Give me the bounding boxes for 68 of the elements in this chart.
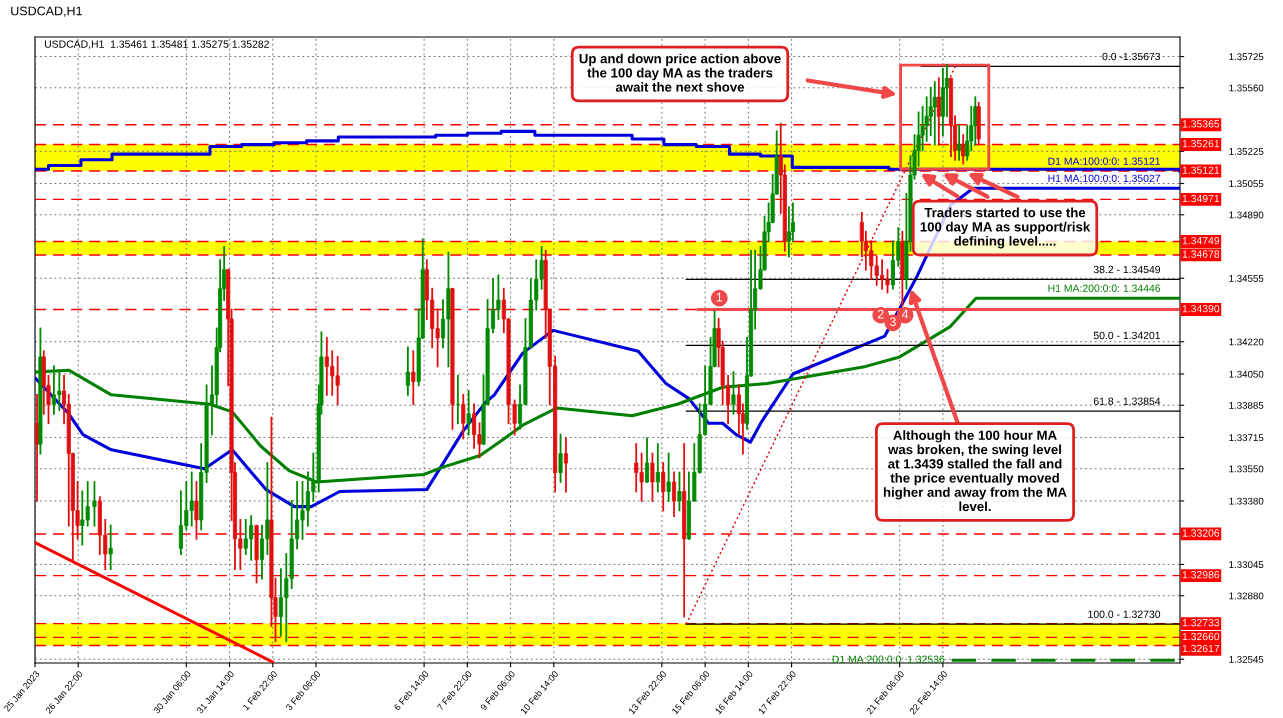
y-tick-label: 1.34050	[1229, 370, 1264, 378]
candlestick	[655, 443, 660, 493]
candlestick	[466, 390, 471, 436]
candlestick	[786, 206, 791, 258]
ref-line-label: 1.32617	[1182, 644, 1220, 653]
annotation: 1	[716, 292, 723, 302]
chart-title: USDCAD,H1	[11, 6, 82, 17]
y-tick-label: 1.33045	[1229, 561, 1264, 569]
y-tick-label: 1.35225	[1229, 148, 1264, 155]
y-tick-label: 1.34220	[1229, 338, 1264, 346]
candlestick	[563, 437, 568, 493]
candlestick	[461, 393, 466, 440]
candlestick	[932, 81, 937, 146]
candlestick	[92, 481, 97, 527]
candlestick	[558, 433, 563, 483]
y-tick-label: 1.32545	[1229, 655, 1264, 663]
ref-line-label: 1.33206	[1182, 529, 1220, 537]
candlestick	[957, 124, 962, 161]
series-label: H1 MA:200:0:0: 1.34446	[1048, 284, 1161, 292]
y-tick-label: 1.35055	[1229, 180, 1264, 188]
candlestick	[961, 134, 966, 165]
y-tick-label: 1.32880	[1229, 592, 1264, 600]
ref-line-label: 1.32733	[1182, 619, 1220, 627]
ref-line-label: 1.32986	[1182, 571, 1220, 579]
ref-line-label: 1.34678	[1182, 250, 1220, 258]
series-label: 38.2 - 1.34549	[1093, 265, 1161, 274]
annotation: 4	[901, 309, 909, 319]
candlestick	[644, 437, 650, 483]
y-tick-label: 1.33715	[1229, 434, 1264, 442]
ref-line-label: 1.35365	[1182, 120, 1220, 128]
y-tick-label: 1.34890	[1229, 211, 1264, 219]
y-tick-label: 1.33550	[1229, 465, 1264, 473]
chart-subtitle: USDCAD,H1 1.35461 1.35481 1.35275 1.35282	[44, 40, 269, 50]
series-label: 0.0 -1.35673	[1102, 52, 1161, 61]
y-tick-label: 1.33380	[1229, 497, 1264, 505]
candlestick	[411, 350, 416, 406]
candlestick	[108, 524, 113, 571]
candlestick	[666, 452, 671, 502]
ref-line-label: 1.34749	[1182, 236, 1220, 245]
candlestick	[650, 452, 655, 502]
annotation: Up and down price action above the 100 day MA as the traders await the next shove	[579, 53, 781, 92]
candlestick	[194, 481, 199, 540]
y-tick-label: 1.33885	[1229, 401, 1264, 409]
y-tick-label: 1.35560	[1229, 84, 1264, 92]
candlestick	[405, 346, 410, 396]
y-tick-label: 1.34555	[1229, 275, 1264, 282]
y-tick-label: 1.35725	[1229, 53, 1264, 61]
annotation: 2	[877, 309, 884, 319]
annotation: Although the 100 hour MA was broken, the swing level at 1.3439 stalled the fall and the price eventually moved higher and away from the MA level.	[883, 430, 1067, 512]
annotation: 3	[889, 317, 896, 327]
series-label: D1 MA:200:0:0: 1.32536	[832, 655, 945, 663]
candlestick	[472, 403, 477, 449]
candlestick	[672, 471, 677, 518]
ref-line-label: 1.32660	[1182, 632, 1220, 641]
candlestick	[731, 371, 736, 415]
ref-line-label: 1.34971	[1182, 194, 1220, 203]
series-label: H1 MA:100:0:0: 1.35027	[1048, 174, 1161, 183]
series-label: 100.0 - 1.32730	[1088, 610, 1161, 618]
series-label: D1 MA:100:0:0: 1.35121	[1048, 157, 1161, 165]
annotation: Traders started to use the 100 day MA as support/risk defining level.....	[920, 207, 1091, 249]
series-label: 61.8 - 1.33854	[1093, 397, 1161, 405]
series-label: 50.0 - 1.34201	[1093, 331, 1161, 340]
candlestick	[661, 462, 666, 512]
candlestick	[677, 471, 682, 512]
candlestick	[936, 77, 941, 146]
ref-line-label: 1.34390	[1182, 304, 1220, 313]
ref-line-label: 1.35121	[1182, 166, 1220, 174]
ref-line-label: 1.35261	[1182, 139, 1220, 148]
